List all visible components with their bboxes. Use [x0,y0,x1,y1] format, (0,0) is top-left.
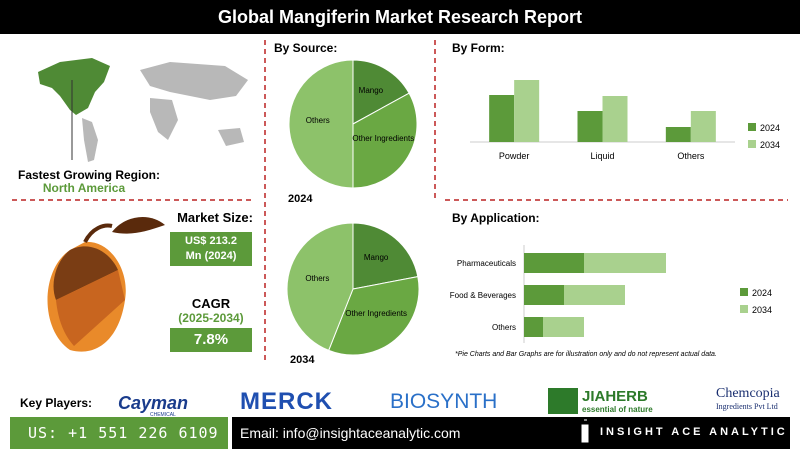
pie-slice [352,222,419,290]
y-tick-label: Others [492,323,516,332]
legend-swatch [748,123,756,131]
bar [690,111,716,142]
note: *Pie Charts and Bar Graphs are for illus… [455,351,717,358]
chart-title: By Application: [452,211,540,225]
player-tagline: Ingredients Pvt Ltd [716,402,778,411]
cagr-label: CAGR [191,296,231,311]
pie-label: Others [305,116,330,125]
legend-label: 2034 [752,305,772,315]
bar [602,96,628,142]
pie-slice [288,59,354,189]
legend-label: 2024 [752,288,772,298]
bar [584,253,666,273]
pie-label: Other Ingredients [345,308,408,318]
pie-label: Other Ingredients [352,133,415,143]
bar [564,285,625,305]
bar [524,317,543,337]
brand: INSIGHT ACE ANALYTIC [600,426,788,438]
market-size-box: US$ 213.2 Mn (2024) [170,232,252,266]
chart-title: By Form: [452,41,505,55]
market-size-label: Market Size: [177,210,253,225]
pie-slice [286,222,354,352]
pie-slice [352,92,418,189]
player-logo: JIAHERB [582,388,648,405]
x-tick-label: Powder [499,151,530,161]
market-size-value: US$ 213.2 [185,235,237,247]
phone: US: +1 551 226 6109 [28,424,219,442]
brand-icon [581,419,589,443]
legend-label: 2034 [760,140,780,150]
cagr-value: 7.8% [170,328,252,352]
player-icon [548,388,578,414]
mango-illustration [47,216,165,352]
bar [524,285,564,305]
y-tick-label: Pharmaceuticals [457,259,516,268]
bar [577,111,603,142]
region-value: North America [42,181,126,195]
pie-slice [328,276,420,356]
pie-label: Mango [358,85,384,95]
legend-swatch [748,140,756,148]
world-map [38,58,248,162]
title: Global Mangiferin Market Research Report [0,0,800,34]
email: Email: info@insightaceanalytic.com [240,425,461,441]
player-logo: Chemcopia [716,386,780,401]
pie-label: Others [305,274,330,284]
player-tagline: essential of nature [582,405,653,414]
bar [524,253,584,273]
x-tick-label: Liquid [590,151,614,161]
player-logo: BIOSYNTH [390,390,498,413]
bar [489,95,515,142]
bar [665,127,691,142]
phone-box [10,417,228,449]
legend-swatch [740,288,748,296]
email-box [232,417,790,449]
chart-subtitle: 2034 [290,354,315,366]
chart-subtitle: 2024 [288,193,313,205]
pie-label: Mango [363,253,389,263]
market-size-value: Mn (2024) [185,250,237,262]
bar [514,80,540,142]
player-logo: MERCK [240,388,333,415]
legend-swatch [740,305,748,313]
bar [543,317,584,337]
x-tick-label: Others [677,151,705,161]
cagr-period: (2025-2034) [178,311,244,325]
key-players-label: Key Players: [20,396,93,410]
chart-title: By Source: [274,41,338,55]
player-logo: Cayman [118,393,189,413]
legend-label: 2024 [760,123,780,133]
player-tagline: CHEMICAL [150,412,176,418]
pie-slice [352,59,410,125]
region-label: Fastest Growing Region: [17,168,160,182]
y-tick-label: Food & Beverages [450,291,516,300]
